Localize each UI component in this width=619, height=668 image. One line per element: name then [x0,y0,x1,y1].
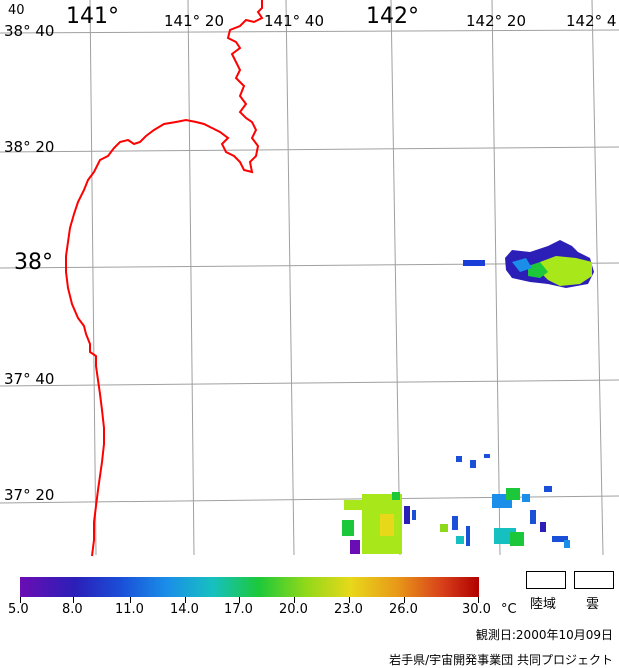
lon-label-141: 141° [66,4,119,29]
sst-patch-southeast [342,454,570,554]
colorbar-unit: °C [501,602,517,617]
colorbar-tick [349,597,350,603]
lat-label-38-40: 38° 40 [4,22,55,40]
sst-patch-38n [463,240,594,288]
colorbar-label: 26.0 [389,602,418,617]
colorbar-label: 11.0 [115,602,144,617]
temperature-colorbar [20,577,479,597]
observation-date: 観測日:2000年10月09日 [475,628,613,642]
lon-label-142-40: 142° 4 [566,12,617,30]
colorbar-label: 5.0 [8,602,29,617]
cloud-legend-swatch [574,571,614,589]
lon-label-142-20: 142° 20 [466,12,526,30]
colorbar-tick [239,597,240,603]
colorbar-label: 17.0 [224,602,253,617]
colorbar-tick [20,597,21,603]
lon-label-141-40: 141° 40 [264,12,324,30]
colorbar-tick [73,597,74,603]
colorbar-tick [130,597,131,603]
lat-label-38-20: 38° 20 [4,138,55,156]
credit-text: 岩手県/宇宙開発事業団 共同プロジェクト [389,653,613,667]
colorbar-tick [185,597,186,603]
colorbar-label: 30.0 [462,602,491,617]
colorbar-label: 8.0 [62,602,83,617]
colorbar-label: 20.0 [279,602,308,617]
colorbar-tick [404,597,405,603]
colorbar-tick [478,597,479,603]
colorbar-label: 14.0 [170,602,199,617]
lat-label-37-20: 37° 20 [4,486,55,504]
lat-label-37-40: 37° 40 [4,370,55,388]
lon-label-0: 40 [8,3,25,18]
lon-label-142: 142° [366,4,419,29]
colorbar-tick [294,597,295,603]
land-legend-label: 陸域 [530,597,557,612]
cloud-legend-label: 雲 [586,597,600,612]
land-legend-swatch [526,571,566,589]
lon-label-141-20: 141° 20 [164,12,224,30]
sea-surface-temperature-map [0,0,619,557]
colorbar-label: 23.0 [334,602,363,617]
grid-lines [0,0,619,556]
lat-label-38: 38° [14,250,53,275]
coastline [65,0,264,557]
